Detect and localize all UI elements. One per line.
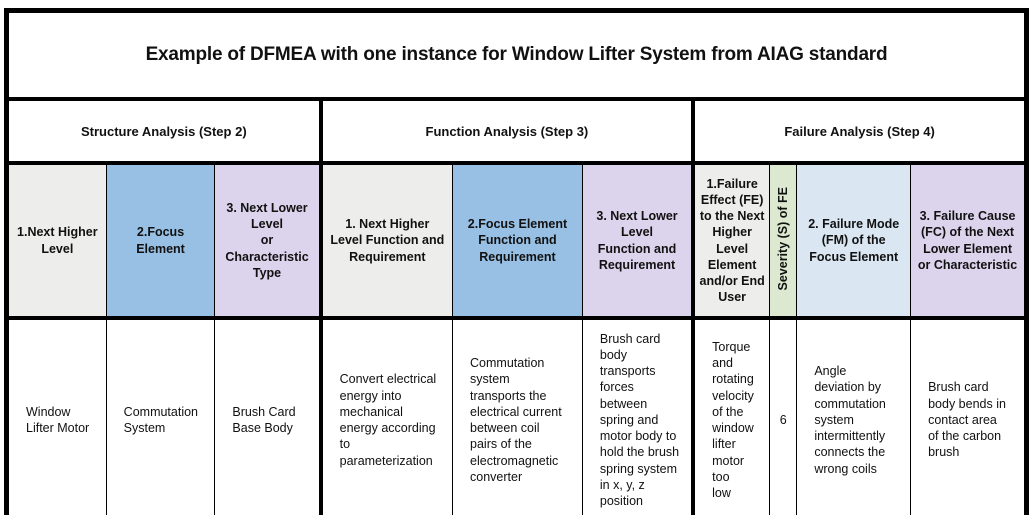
cell-failure-cause: Brush card body bends in contact area of… bbox=[910, 317, 1027, 515]
section-structure-analysis: Structure Analysis (Step 2) bbox=[5, 98, 323, 165]
table-title: Example of DFMEA with one instance for W… bbox=[6, 10, 1027, 101]
cell-next-higher-level-function: Convert electrical energy into mechanica… bbox=[320, 317, 454, 515]
header-next-lower-level: 3. Next Lower Level or Characteristic Ty… bbox=[214, 162, 323, 320]
header-severity: Severity (S) of FE bbox=[769, 162, 798, 320]
header-next-lower-level-function: 3. Next Lower Level Function and Require… bbox=[581, 162, 696, 320]
header-next-higher-level: 1.Next Higher Level bbox=[6, 162, 107, 320]
section-function-analysis: Function Analysis (Step 3) bbox=[320, 98, 696, 165]
header-failure-mode: 2. Failure Mode (FM) of the Focus Elemen… bbox=[796, 162, 912, 320]
cell-next-higher-level: Window Lifter Motor bbox=[6, 317, 107, 515]
header-focus-element: 2.Focus Element bbox=[105, 162, 216, 320]
cell-focus-element: Commutation System bbox=[105, 317, 216, 515]
header-focus-element-function: 2.Focus Element Function and Requirement bbox=[452, 162, 583, 320]
dfmea-table: Example of DFMEA with one instance for W… bbox=[4, 8, 1029, 515]
cell-next-lower-level-function: Brush card body transports forces betwee… bbox=[581, 317, 696, 515]
cell-failure-effect: Torque and rotating velocity of the wind… bbox=[692, 317, 771, 515]
cell-focus-element-function: Commutation system transports the electr… bbox=[452, 317, 583, 515]
header-next-higher-level-function: 1. Next Higher Level Function and Requir… bbox=[320, 162, 454, 320]
header-failure-effect: 1.Failure Effect (FE) to the Next Higher… bbox=[692, 162, 771, 320]
cell-severity-value: 6 bbox=[769, 317, 798, 515]
header-failure-cause: 3. Failure Cause (FC) of the Next Lower … bbox=[910, 162, 1027, 320]
cell-failure-mode: Angle deviation by commutation system in… bbox=[796, 317, 912, 515]
section-failure-analysis: Failure Analysis (Step 4) bbox=[692, 98, 1028, 165]
severity-vertical-label: Severity (S) of FE bbox=[776, 186, 791, 291]
cell-next-lower-level: Brush Card Base Body bbox=[214, 317, 323, 515]
